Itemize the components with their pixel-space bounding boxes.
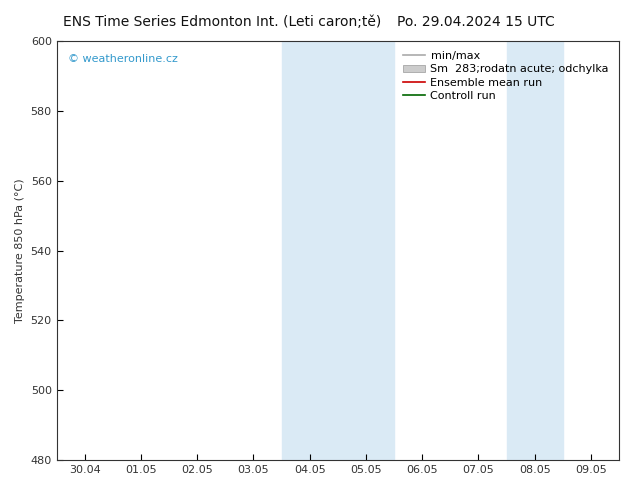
Text: ENS Time Series Edmonton Int. (Leti caron;tě): ENS Time Series Edmonton Int. (Leti caro…: [63, 15, 381, 29]
Y-axis label: Temperature 850 hPa (°C): Temperature 850 hPa (°C): [15, 178, 25, 323]
Bar: [507, 41, 563, 460]
Text: © weatheronline.cz: © weatheronline.cz: [68, 53, 178, 64]
Text: Po. 29.04.2024 15 UTC: Po. 29.04.2024 15 UTC: [397, 15, 554, 29]
Bar: [281, 41, 394, 460]
Legend: min/max, Sm  283;rodatn acute; odchylka, Ensemble mean run, Controll run: min/max, Sm 283;rodatn acute; odchylka, …: [398, 47, 614, 105]
